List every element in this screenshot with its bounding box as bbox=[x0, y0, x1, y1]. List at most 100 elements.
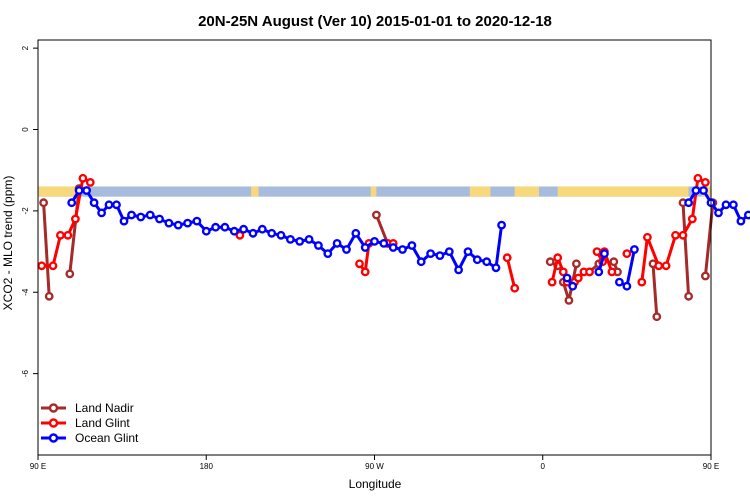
land-glint-point bbox=[48, 261, 58, 271]
x-tick-label: 90 E bbox=[703, 462, 719, 471]
ocean-glint-point bbox=[257, 224, 267, 234]
ocean-glint-point bbox=[379, 238, 389, 248]
land-glint-point bbox=[558, 267, 568, 277]
land-glint-point bbox=[235, 230, 245, 240]
x-tick-label: 180 bbox=[200, 462, 214, 471]
ocean-glint-point bbox=[155, 214, 164, 224]
ocean-glint-point bbox=[370, 236, 379, 246]
x-tick-label: 0 bbox=[541, 462, 546, 471]
ocean-glint-point bbox=[313, 241, 323, 250]
land-nadir-point bbox=[701, 271, 710, 281]
ocean-glint-point bbox=[67, 198, 77, 208]
ocean-glint-point bbox=[699, 186, 708, 195]
ocean-glint-point bbox=[304, 234, 314, 244]
ocean-glint-point bbox=[164, 218, 174, 228]
ocean-glint-point bbox=[454, 265, 463, 275]
land-glint-point bbox=[56, 230, 65, 240]
land-glint-point bbox=[573, 273, 583, 283]
ocean-glint-point bbox=[482, 257, 492, 267]
x-tick-label: 90 E bbox=[30, 462, 46, 471]
ocean-glint-point bbox=[491, 263, 501, 273]
axis-ticks: 90 E 180 90 W 0 90 E 2 0 -2 -4 -6 bbox=[21, 45, 719, 471]
land-glint-point bbox=[78, 173, 88, 183]
ocean-glint-point bbox=[600, 249, 609, 259]
land-strip-segment bbox=[514, 186, 540, 197]
ocean-glint-point bbox=[562, 273, 572, 283]
land-glint-point bbox=[637, 277, 647, 287]
land-nadir-point bbox=[44, 291, 54, 301]
land-glint-point bbox=[701, 177, 710, 187]
series-land-nadir bbox=[39, 184, 718, 322]
ocean-glint-point bbox=[684, 198, 693, 208]
land-strip-segment bbox=[38, 186, 80, 197]
ocean-glint-point bbox=[201, 226, 211, 236]
ocean-glint-point bbox=[472, 255, 482, 265]
ocean-glint-point bbox=[744, 210, 750, 220]
ocean-glint-point bbox=[89, 198, 99, 208]
series-layer bbox=[37, 173, 750, 322]
ocean-glint-point bbox=[388, 243, 398, 252]
ocean-glint-point bbox=[173, 220, 183, 230]
series-ocean-glint bbox=[67, 186, 750, 291]
land-nadir-line bbox=[681, 202, 691, 297]
land-nadir-point bbox=[652, 312, 662, 322]
ocean-glint-point bbox=[426, 249, 435, 259]
land-glint-point bbox=[643, 232, 652, 242]
ocean-glint-point bbox=[97, 208, 107, 218]
land-nadir-line bbox=[42, 202, 51, 297]
ocean-glint-point bbox=[285, 234, 295, 244]
ocean-glint-point bbox=[360, 243, 370, 252]
ocean-glint-point bbox=[104, 200, 114, 210]
land-strip-segment bbox=[370, 186, 377, 197]
ocean-glint-point bbox=[192, 216, 202, 226]
land-nadir-point bbox=[609, 257, 619, 267]
ocean-glint-point bbox=[82, 186, 92, 195]
legend-label: Ocean Glint bbox=[75, 431, 139, 445]
ocean-glint-point bbox=[211, 222, 221, 232]
legend-marker bbox=[48, 403, 59, 413]
land-nadir-point bbox=[545, 257, 555, 267]
ocean-glint-point bbox=[568, 281, 578, 291]
land-glint-point bbox=[671, 230, 680, 240]
land-glint-point bbox=[592, 247, 602, 257]
ocean-glint-point bbox=[497, 220, 506, 230]
land-glint-point bbox=[661, 261, 671, 271]
ocean-glint-point bbox=[74, 186, 84, 195]
x-tick-label: 90 W bbox=[365, 462, 384, 471]
legend-label: Land Nadir bbox=[75, 401, 134, 415]
ocean-glint-point bbox=[351, 228, 361, 238]
land-glint-point bbox=[37, 261, 47, 271]
ocean-glint-point bbox=[276, 230, 286, 240]
y-tick-label: 2 bbox=[21, 45, 30, 50]
land-glint-point bbox=[622, 249, 632, 259]
legend-item: Ocean Glint bbox=[41, 431, 139, 445]
land-glint-point bbox=[607, 267, 617, 277]
y-tick-label: -6 bbox=[21, 370, 30, 378]
land-strip-segment bbox=[469, 186, 491, 197]
ocean-glint-point bbox=[323, 249, 333, 259]
land-glint-point bbox=[85, 177, 95, 187]
ocean-glint-point bbox=[691, 186, 701, 195]
land-glint-point bbox=[63, 230, 73, 240]
ocean-glint-point bbox=[136, 212, 146, 222]
ocean-glint-point bbox=[407, 241, 417, 250]
land-glint-point bbox=[654, 261, 664, 271]
land-nadir-point bbox=[371, 210, 381, 220]
land-glint-point bbox=[687, 214, 697, 224]
ocean-glint-point bbox=[463, 247, 473, 257]
ocean-glint-point bbox=[220, 222, 230, 232]
land-glint-point bbox=[585, 267, 594, 277]
ocean-glint-point bbox=[594, 267, 604, 277]
land-nadir-line bbox=[651, 263, 659, 317]
y-tick-label: -2 bbox=[21, 207, 30, 215]
ocean-glint-point bbox=[416, 257, 426, 267]
land-nadir-point bbox=[564, 295, 574, 305]
legend-marker bbox=[48, 433, 59, 443]
ocean-glint-point bbox=[444, 247, 454, 257]
land-nadir-line bbox=[375, 214, 389, 244]
ocean-glint-point bbox=[435, 251, 445, 261]
y-tick-label: 0 bbox=[21, 127, 30, 132]
legend-label: Land Glint bbox=[75, 416, 130, 430]
